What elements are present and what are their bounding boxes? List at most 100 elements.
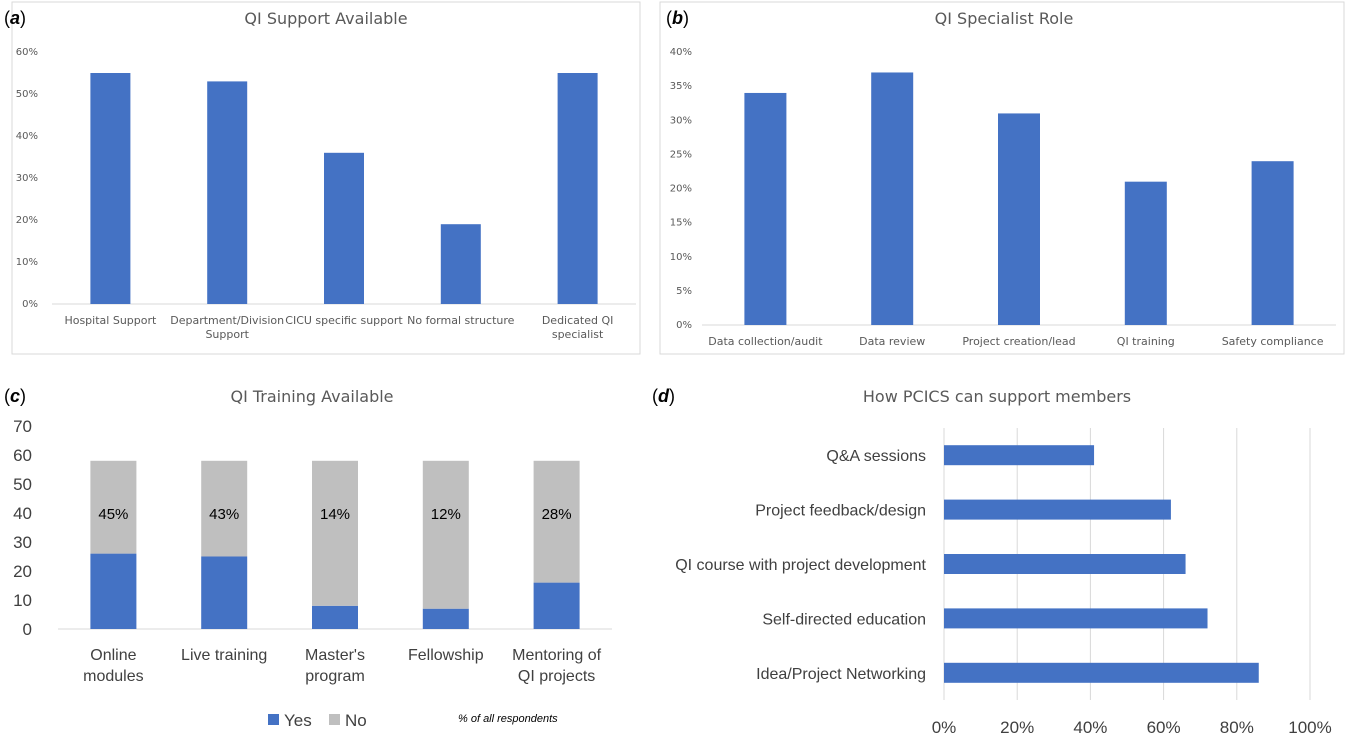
panel-d-category-labels: Q&A sessions Project feedback/design QI co…: [675, 448, 926, 683]
a-y-tick-label: 60%: [16, 47, 38, 58]
b-x-tick-label: QI training: [1117, 335, 1175, 348]
d-x-tick-label: 80%: [1220, 718, 1254, 737]
a-bar: [207, 81, 248, 305]
c-data-label: 45%: [98, 506, 128, 523]
a-bar: [324, 152, 364, 304]
panel-a-y-ticks: 0% 10% 20% 30% 40% 50% 60%: [16, 47, 38, 310]
c-x-tick-label: Mentoring of QI projects: [512, 647, 601, 685]
d-category-label: QI course with project development: [675, 557, 926, 574]
b-y-tick-label: 35%: [670, 81, 692, 92]
c-bar-no: [90, 460, 137, 554]
legend-swatch-yes: [268, 714, 279, 725]
panel-b-bars: [744, 72, 1294, 325]
d-category-label: Q&A sessions: [826, 448, 926, 465]
c-bar-yes: [312, 605, 358, 629]
d-category-label: Idea/Project Networking: [756, 666, 926, 683]
panel-c: (c) QI Training Available 0 10 20 30 40 50 60 7…: [4, 386, 612, 730]
c-x-tick-label: Online modules: [83, 647, 143, 685]
b-x-tick-label: Data collection/audit: [708, 335, 823, 348]
panel-b: (b) QI Specialist Role 0% 5% 10% 15% 20% 25% 3…: [659, 1, 1345, 355]
a-x-tick-label: Dedicated QI specialist: [542, 314, 614, 341]
c-y-tick-label: 40: [13, 504, 32, 523]
b-y-tick-label: 5%: [676, 286, 692, 297]
panel-c-data-labels: 45% 43% 14% 12% 28%: [98, 506, 571, 523]
panel-b-y-ticks: 0% 5% 10% 15% 20% 25% 30% 35% 40%: [670, 47, 692, 331]
c-bar-yes: [422, 608, 469, 629]
b-bar: [744, 92, 787, 325]
b-y-tick-label: 15%: [670, 218, 692, 229]
c-data-label: 12%: [431, 506, 461, 523]
c-data-label: 43%: [209, 506, 239, 523]
d-bar: [944, 608, 1208, 629]
d-x-tick-label: 40%: [1073, 718, 1107, 737]
b-bar: [998, 113, 1040, 325]
b-y-tick-label: 30%: [670, 115, 692, 126]
d-x-tick-label: 100%: [1288, 718, 1331, 737]
a-bar: [557, 73, 598, 304]
c-x-tick-label: Master's program: [305, 647, 365, 685]
b-y-tick-label: 25%: [670, 149, 692, 160]
d-bar: [944, 499, 1171, 520]
b-y-tick-label: 40%: [670, 47, 692, 58]
c-bar-yes: [201, 556, 248, 629]
a-y-tick-label: 40%: [16, 131, 38, 142]
b-y-tick-label: 0%: [676, 320, 692, 331]
panel-c-legend: Yes No: [268, 711, 367, 730]
panel-c-title: QI Training Available: [230, 387, 393, 406]
panel-c-annotation: % of all respondents: [458, 713, 558, 725]
panel-d-letter: (d): [652, 386, 675, 406]
panel-c-letter: (c): [4, 386, 26, 406]
d-x-tick-label: 0%: [932, 718, 957, 737]
panel-a-letter: (a): [4, 8, 26, 28]
panel-a-x-labels: Hospital Support Department/Division Suppo…: [64, 314, 613, 341]
c-y-tick-label: 50: [13, 475, 32, 494]
d-x-tick-label: 60%: [1147, 718, 1181, 737]
b-bar: [1124, 181, 1167, 325]
a-y-tick-label: 0%: [22, 299, 38, 310]
b-x-tick-label: Data review: [859, 335, 925, 348]
c-data-label: 14%: [320, 506, 350, 523]
panel-c-bars: [90, 460, 580, 629]
b-x-tick-label: Project creation/lead: [962, 335, 1075, 348]
panel-a-title: QI Support Available: [244, 9, 407, 28]
c-bar-yes: [533, 582, 580, 629]
c-y-tick-label: 0: [23, 620, 32, 639]
legend-label-yes: Yes: [284, 711, 312, 730]
panel-a-bars: [90, 73, 598, 305]
c-y-tick-label: 70: [13, 417, 32, 436]
a-y-tick-label: 10%: [16, 257, 38, 268]
panel-a: (a) QI Support Available 0% 10% 20% 30% 40% 5…: [4, 1, 641, 355]
b-y-tick-label: 20%: [670, 184, 692, 195]
a-y-tick-label: 20%: [16, 215, 38, 226]
c-bar-no: [533, 460, 580, 583]
c-x-tick-label: Live training: [181, 647, 267, 664]
panel-c-y-ticks: 0 10 20 30 40 50 60 70: [13, 417, 32, 639]
a-x-tick-label: CICU specific support: [285, 314, 403, 327]
a-bar: [90, 73, 131, 304]
c-bar-no: [422, 460, 469, 609]
panel-b-title: QI Specialist Role: [935, 9, 1074, 28]
c-y-tick-label: 30: [13, 533, 32, 552]
panel-b-frame: [659, 1, 1345, 355]
b-x-tick-label: Safety compliance: [1222, 335, 1324, 348]
c-bar-no: [312, 460, 358, 606]
c-y-tick-label: 20: [13, 562, 32, 581]
panel-b-x-labels: Data collection/audit Data review Project …: [708, 335, 1323, 348]
d-bar: [944, 662, 1259, 683]
legend-label-no: No: [345, 711, 367, 730]
d-category-label: Self-directed education: [762, 611, 926, 628]
c-y-tick-label: 60: [13, 446, 32, 465]
panel-c-x-labels: Online modules Live training Master's progra…: [83, 647, 601, 685]
a-y-tick-label: 30%: [16, 173, 38, 184]
panel-b-letter: (b): [666, 8, 689, 28]
c-bar-yes: [90, 553, 137, 629]
panel-d-title: How PCICS can support members: [863, 387, 1131, 406]
a-x-tick-label: No formal structure: [407, 314, 515, 327]
c-data-label: 28%: [542, 506, 572, 523]
a-x-tick-label: Hospital Support: [64, 314, 157, 327]
panel-d-bars: [944, 445, 1259, 683]
c-y-tick-label: 10: [13, 591, 32, 610]
b-bar: [871, 72, 914, 325]
b-bar: [1251, 161, 1294, 325]
